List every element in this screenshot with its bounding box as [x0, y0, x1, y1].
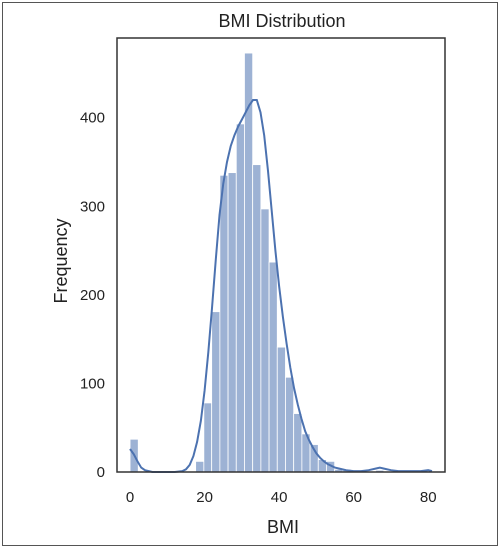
kde-curve: [129, 99, 433, 473]
x-tick-label: 40: [271, 489, 288, 506]
y-tick-label: 200: [80, 287, 105, 304]
histogram-bar: [227, 172, 237, 473]
chart-title: BMI Distribution: [218, 11, 345, 31]
y-tick-label: 100: [80, 375, 105, 392]
y-tick-label: 400: [80, 110, 105, 127]
y-axis-label: Frequency: [51, 218, 71, 303]
x-tick-label: 80: [420, 489, 437, 506]
histogram-bar: [195, 460, 205, 473]
histogram-bar: [235, 123, 245, 473]
histogram-bars: [129, 52, 434, 473]
x-axis-ticks: 0 20 40 60 80: [126, 489, 437, 506]
histogram-bar: [203, 402, 213, 473]
histogram-bar: [276, 346, 286, 473]
histogram-bar: [260, 208, 270, 473]
histogram-bar: [293, 413, 303, 473]
y-axis-ticks: 0 100 200 300 400: [80, 110, 105, 481]
x-tick-label: 60: [345, 489, 362, 506]
x-tick-label: 0: [126, 489, 134, 506]
y-tick-label: 300: [80, 198, 105, 215]
x-tick-label: 20: [196, 489, 213, 506]
histogram-bar: [244, 52, 254, 473]
plot-area-border: [116, 37, 446, 473]
histogram-bar: [211, 311, 221, 473]
histogram-bar: [268, 261, 278, 473]
x-axis-label: BMI: [267, 517, 299, 537]
y-tick-label: 0: [97, 464, 105, 481]
histogram-bar: [219, 174, 229, 473]
histogram-bar: [285, 376, 295, 473]
histogram-bar: [252, 164, 262, 473]
